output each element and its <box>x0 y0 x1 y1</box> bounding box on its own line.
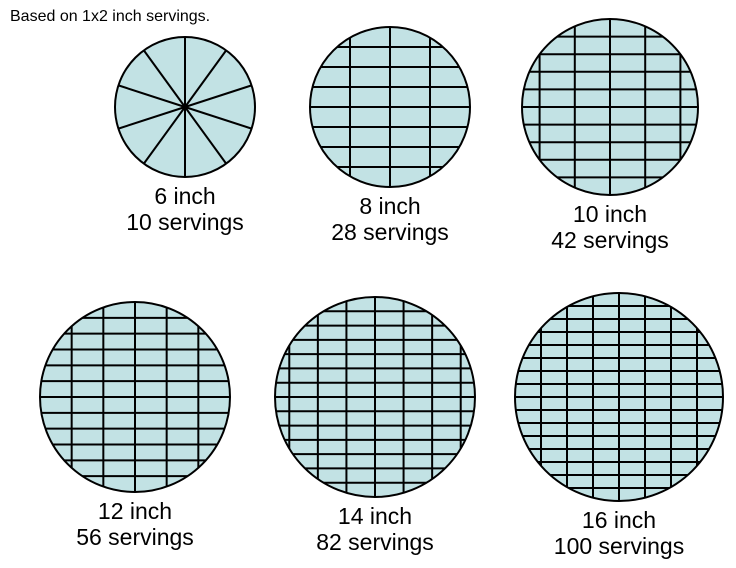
cake-16-servings-label: 100 servings <box>505 533 733 559</box>
cake-10-servings-label: 42 servings <box>510 227 710 253</box>
cake-16-diagram <box>513 291 725 503</box>
cake-12: 12 inch56 servings <box>30 300 240 551</box>
cake-8: 8 inch28 servings <box>300 25 480 246</box>
cake-8-label: 8 inch28 servings <box>300 193 480 246</box>
cake-12-label: 12 inch56 servings <box>30 498 240 551</box>
cake-8-size-label: 8 inch <box>300 193 480 219</box>
cake-14: 14 inch82 servings <box>265 295 485 556</box>
cake-16-label: 16 inch100 servings <box>505 507 733 560</box>
cake-6-size-label: 6 inch <box>105 183 265 209</box>
cake-14-size-label: 14 inch <box>265 503 485 529</box>
cake-6-label: 6 inch10 servings <box>105 183 265 236</box>
cake-14-diagram <box>273 295 477 499</box>
chart-subtitle: Based on 1x2 inch servings. <box>10 8 210 26</box>
cake-10-size-label: 10 inch <box>510 201 710 227</box>
cake-8-diagram <box>308 25 472 189</box>
cake-12-servings-label: 56 servings <box>30 524 240 550</box>
cake-10-label: 10 inch42 servings <box>510 201 710 254</box>
cake-6: 6 inch10 servings <box>105 35 265 236</box>
cake-8-servings-label: 28 servings <box>300 219 480 245</box>
cake-16-size-label: 16 inch <box>505 507 733 533</box>
cake-14-servings-label: 82 servings <box>265 529 485 555</box>
cake-6-servings-label: 10 servings <box>105 209 265 235</box>
cake-12-diagram <box>38 300 232 494</box>
cake-10: 10 inch42 servings <box>510 17 710 254</box>
cake-16: 16 inch100 servings <box>505 291 733 560</box>
cake-10-diagram <box>520 17 700 197</box>
cake-12-size-label: 12 inch <box>30 498 240 524</box>
serving-chart: Based on 1x2 inch servings. 6 inch10 ser… <box>0 0 736 568</box>
cake-6-diagram <box>113 35 257 179</box>
cake-14-label: 14 inch82 servings <box>265 503 485 556</box>
